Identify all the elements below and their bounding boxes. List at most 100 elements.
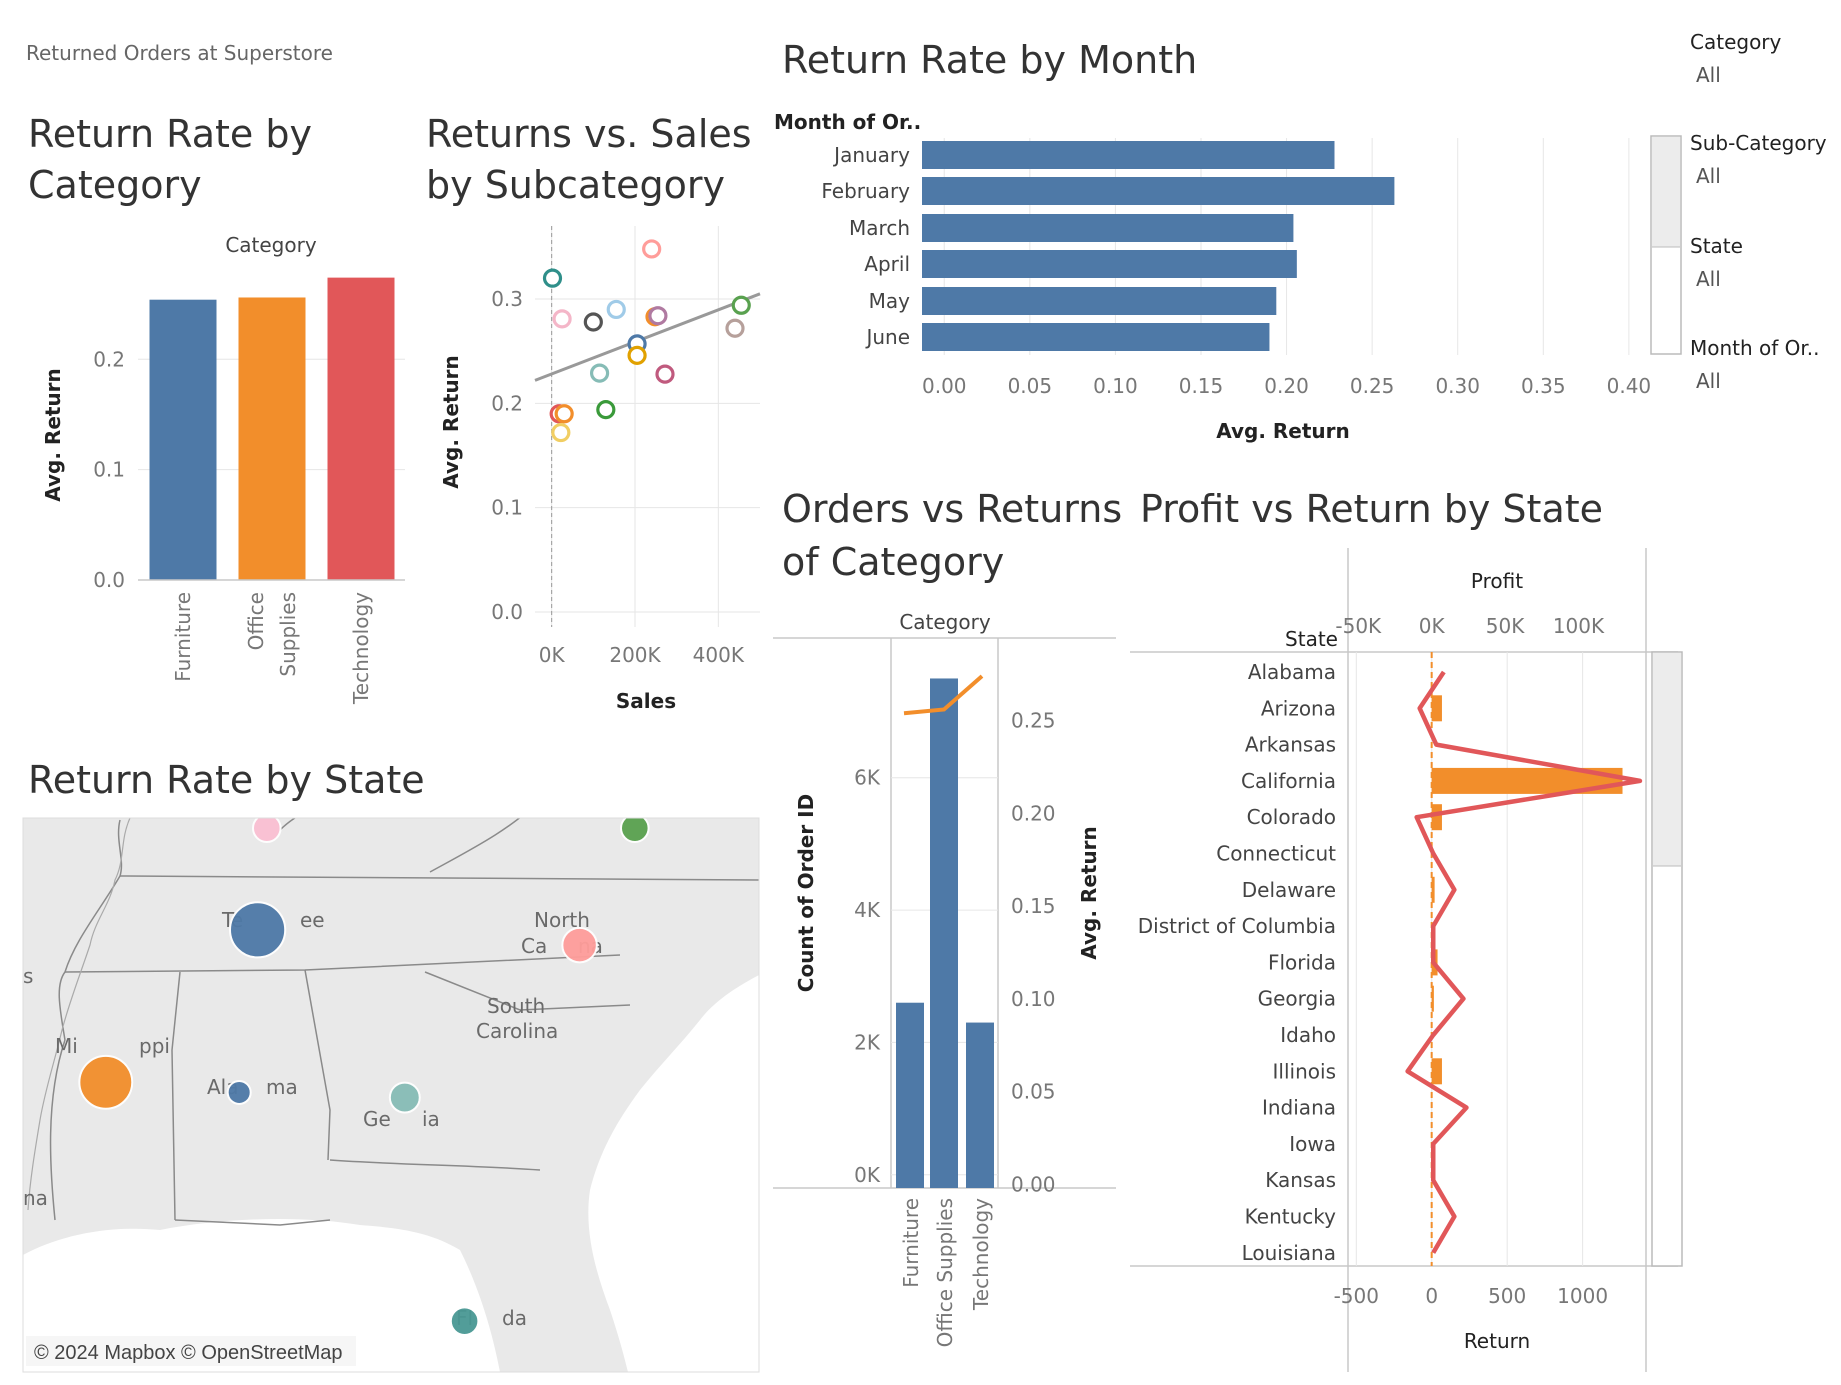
map-label-edge-bottom: na xyxy=(23,1186,48,1210)
map-attribution[interactable]: © 2024 Mapbox © OpenStreetMap xyxy=(34,1342,343,1364)
scatter-point[interactable] xyxy=(606,299,626,320)
scatter-point[interactable] xyxy=(551,422,571,443)
month-bar-january[interactable] xyxy=(922,141,1335,169)
state-profit-bar[interactable] xyxy=(1431,695,1442,722)
scatter-point[interactable] xyxy=(655,364,675,384)
filter-value-1[interactable]: All xyxy=(1696,164,1721,188)
map-point-virginia[interactable] xyxy=(620,814,650,843)
state-return-tick: -500 xyxy=(1334,1284,1379,1308)
state-label-connecticut: Connecticut xyxy=(1216,842,1336,866)
month-xtick: 0.05 xyxy=(1008,374,1053,398)
map-point-kentucky[interactable] xyxy=(252,814,282,843)
state-label-iowa: Iowa xyxy=(1289,1132,1336,1156)
scatter-point[interactable] xyxy=(596,400,616,420)
state-label-colorado: Colorado xyxy=(1247,805,1336,829)
month-xtick: 0.00 xyxy=(922,374,967,398)
state-label-idaho: Idaho xyxy=(1280,1023,1336,1047)
month-xtick: 0.15 xyxy=(1179,374,1224,398)
state-profit-bar[interactable] xyxy=(1431,1058,1442,1085)
state-borders xyxy=(49,818,759,1226)
month-label-may: May xyxy=(869,289,911,313)
category-xlabel: Supplies xyxy=(276,592,300,677)
category-bar-technology[interactable] xyxy=(327,277,395,580)
scatter-point[interactable] xyxy=(731,295,751,315)
month-bar-may[interactable] xyxy=(922,287,1277,315)
orders-left-tick: 6K xyxy=(854,766,881,790)
month-bar-june[interactable] xyxy=(922,323,1270,351)
map-label-edge-left: s xyxy=(23,964,33,988)
filter-value-0[interactable]: All xyxy=(1696,63,1721,87)
state-return-tick: 500 xyxy=(1488,1284,1526,1308)
state-profit-bar[interactable] xyxy=(1431,804,1442,831)
category-ytick: 0.1 xyxy=(93,458,125,482)
month-xtick: 0.35 xyxy=(1521,374,1566,398)
orders-right-tick: 0.10 xyxy=(1011,987,1056,1011)
scatter-point[interactable] xyxy=(552,309,572,329)
scatter-point[interactable] xyxy=(725,318,745,338)
state-profit-bar[interactable] xyxy=(1431,985,1434,1012)
category-bar-office-supplies[interactable] xyxy=(238,297,306,580)
map-label-ga-b: ia xyxy=(422,1107,440,1131)
state-profit-bar[interactable] xyxy=(1431,876,1435,903)
scatter-xtick: 400K xyxy=(693,643,745,667)
orders-ylabel-right: Avg. Return xyxy=(1077,826,1101,960)
state-return-line[interactable] xyxy=(1405,670,1643,1254)
orders-xlabel: Furniture xyxy=(899,1198,923,1288)
category-ytick: 0.2 xyxy=(93,347,125,371)
orders-left-tick: 0K xyxy=(854,1163,881,1187)
map-label-al-b: ma xyxy=(266,1075,298,1099)
state-chart-title: Profit vs Return by State xyxy=(1140,487,1603,531)
month-xtick: 0.20 xyxy=(1264,374,1309,398)
state-bottom-axis-title: Return xyxy=(1464,1329,1530,1353)
state-label-indiana: Indiana xyxy=(1262,1096,1336,1120)
filter-label-2: State xyxy=(1690,234,1743,258)
scatter-ytick: 0.2 xyxy=(491,391,523,415)
scatter-xtick: 200K xyxy=(609,643,661,667)
month-scrollbar-thumb[interactable] xyxy=(1652,137,1680,247)
rivers xyxy=(27,818,131,1211)
filter-label-0: Category xyxy=(1690,30,1782,54)
scatter-point[interactable] xyxy=(542,268,563,288)
map-point-georgia[interactable] xyxy=(388,1081,421,1114)
map-point-mississippi[interactable] xyxy=(78,1054,134,1110)
state-scrollbar-thumb[interactable] xyxy=(1653,653,1681,866)
orders-chart: Orders vs Returns of Category Category C… xyxy=(773,487,1122,1347)
filter-value-3[interactable]: All xyxy=(1696,369,1721,393)
map-label-nc-b: Ca xyxy=(521,934,547,958)
orders-left-tick: 4K xyxy=(854,898,881,922)
scatter-point[interactable] xyxy=(648,306,668,326)
filter-value-2[interactable]: All xyxy=(1696,267,1721,291)
scatter-point[interactable] xyxy=(642,239,662,259)
state-top-axis-title: Profit xyxy=(1471,569,1523,593)
month-label-june: June xyxy=(864,325,910,349)
scatter-xlabel: Sales xyxy=(616,689,676,713)
scatter-point[interactable] xyxy=(589,363,610,383)
map-point-florida[interactable] xyxy=(449,1306,480,1336)
map-point-north-carolina[interactable] xyxy=(561,926,598,964)
orders-bar-furniture[interactable] xyxy=(896,1002,924,1188)
month-bar-march[interactable] xyxy=(922,214,1294,242)
month-bar-february[interactable] xyxy=(922,177,1395,205)
scatter-point[interactable] xyxy=(554,404,574,424)
orders-return-line[interactable] xyxy=(903,674,984,716)
orders-bar-technology[interactable] xyxy=(966,1022,994,1188)
filter-label-3: Month of Or.. xyxy=(1690,336,1820,360)
scatter-chart-title-line1: Returns vs. Sales xyxy=(426,112,752,156)
category-ytick: 0.0 xyxy=(93,568,125,592)
state-row-header: State xyxy=(1285,627,1338,651)
scatter-point[interactable] xyxy=(583,312,603,332)
orders-right-tick: 0.20 xyxy=(1011,801,1056,825)
map-point-tennessee[interactable] xyxy=(229,901,287,959)
state-profit-tick: 50K xyxy=(1486,614,1525,638)
category-chart-ylabel: Avg. Return xyxy=(41,368,65,502)
month-chart: Return Rate by Month Month of Or.. Janua… xyxy=(774,38,1682,443)
map-point-alabama[interactable] xyxy=(226,1079,252,1105)
month-bar-april[interactable] xyxy=(922,250,1297,278)
orders-bar-office-supplies[interactable] xyxy=(930,678,958,1188)
state-label-california: California xyxy=(1241,769,1336,793)
gulf-of-mexico xyxy=(23,1218,500,1372)
category-bar-furniture[interactable] xyxy=(149,299,217,580)
orders-xlabel: Office Supplies xyxy=(933,1198,957,1347)
scatter-point[interactable] xyxy=(627,345,647,365)
